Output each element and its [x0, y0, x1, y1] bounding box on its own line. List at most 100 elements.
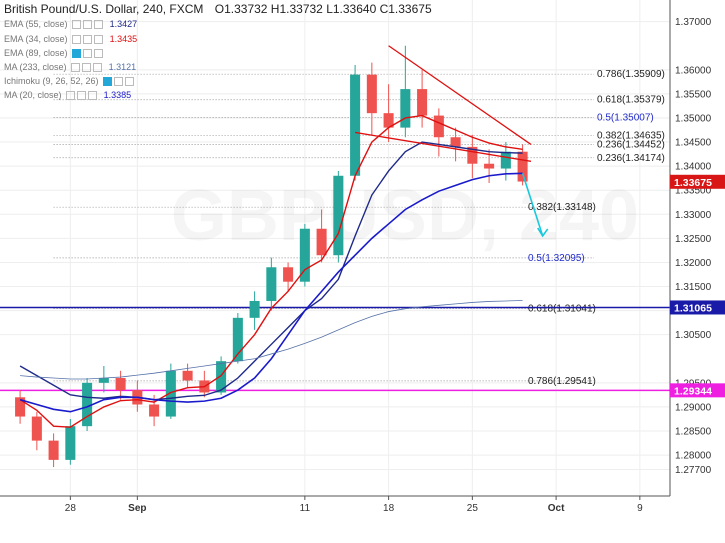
fib-label: 0.382(1.33148): [528, 202, 596, 213]
indicator-value: 1.3435: [109, 34, 138, 44]
candle: [216, 361, 227, 393]
candle: [383, 113, 394, 128]
price-tag-label: 1.31065: [674, 302, 712, 314]
close-icon[interactable]: [93, 63, 103, 73]
y-tick-label: 1.28500: [675, 426, 712, 437]
close-icon[interactable]: [88, 91, 98, 101]
y-tick-label: 1.35500: [675, 89, 712, 100]
candle: [484, 163, 495, 169]
settings-icon[interactable]: [82, 63, 92, 73]
price-tag: [670, 174, 725, 189]
y-tick-label: 1.32500: [675, 234, 712, 245]
y-tick-label: 1.33000: [675, 210, 712, 221]
indicator-name: EMA (34, close): [4, 34, 68, 44]
trendline: [388, 45, 532, 146]
moving-average-line: [20, 300, 523, 380]
fib-label: 0.786(1.29541): [528, 376, 596, 387]
candle: [48, 440, 59, 460]
candle: [500, 151, 511, 169]
indicator-row[interactable]: MA (20, close) 1.3385: [4, 90, 132, 101]
settings-icon[interactable]: [83, 20, 93, 30]
candle: [333, 175, 344, 256]
moving-average-line: [19, 141, 523, 401]
close-icon[interactable]: [125, 77, 135, 87]
fib-label: 0.236(1.34452): [597, 139, 665, 150]
eye-icon[interactable]: [72, 49, 82, 59]
candle: [283, 267, 294, 282]
settings-icon[interactable]: [83, 35, 93, 45]
x-tick-label: 9: [637, 503, 643, 514]
candle: [400, 89, 411, 128]
candle: [299, 228, 310, 282]
close-icon[interactable]: [94, 20, 104, 30]
y-tick-label: 1.35000: [675, 113, 712, 124]
candle: [366, 74, 377, 114]
y-tick-label: 1.32000: [675, 258, 712, 269]
indicator-row[interactable]: EMA (89, close): [4, 48, 104, 59]
symbol-title[interactable]: British Pound/U.S. Dollar, 240, FXCM: [4, 2, 204, 16]
close-icon[interactable]: [94, 35, 104, 45]
candle: [417, 89, 428, 116]
moving-average-line: [19, 114, 523, 428]
indicator-value: 1.3121: [108, 62, 137, 72]
candle: [249, 300, 260, 318]
indicator-value: 1.3385: [103, 90, 132, 100]
fib-label: 0.236(1.34174): [597, 153, 665, 164]
candle: [98, 378, 109, 383]
candle: [517, 151, 528, 182]
y-tick-label: 1.34500: [675, 138, 712, 149]
fib-label: 0.5(1.35007): [597, 113, 654, 124]
projection-arrow: [521, 173, 544, 237]
y-tick-label: 1.37000: [675, 17, 712, 28]
y-tick-label: 1.30500: [675, 330, 712, 341]
price-tag: [670, 300, 725, 315]
y-tick-label: 1.34000: [675, 162, 712, 173]
watermark: GBPUSD, 240: [171, 176, 639, 256]
candle: [350, 74, 361, 176]
settings-icon[interactable]: [114, 77, 124, 87]
indicator-name: MA (20, close): [4, 90, 62, 100]
eye-icon[interactable]: [71, 63, 81, 73]
fib-label: 0.5(1.32095): [528, 253, 585, 264]
fib-label: 0.618(1.31041): [528, 304, 596, 315]
candle: [115, 378, 126, 391]
price-tag-label: 1.29344: [674, 385, 712, 397]
candle: [316, 228, 327, 256]
x-tick-label: 25: [467, 503, 479, 514]
eye-icon[interactable]: [66, 91, 76, 101]
indicator-row[interactable]: EMA (55, close) 1.3427: [4, 19, 137, 30]
candle: [149, 404, 160, 417]
eye-icon[interactable]: [72, 35, 82, 45]
arrowhead-icon: [537, 227, 549, 238]
indicator-name: EMA (89, close): [4, 48, 68, 58]
settings-icon[interactable]: [83, 49, 93, 59]
y-tick-label: 1.27700: [675, 465, 712, 476]
indicator-name: Ichimoku (9, 26, 52, 26): [4, 76, 99, 86]
eye-icon[interactable]: [103, 77, 113, 87]
y-tick-label: 1.28000: [675, 451, 712, 462]
settings-icon[interactable]: [77, 91, 87, 101]
indicator-name: EMA (55, close): [4, 19, 68, 29]
price-axis: [670, 0, 725, 543]
trendline: [354, 131, 532, 162]
x-tick-label: Sep: [128, 503, 146, 514]
indicator-row[interactable]: MA (233, close) 1.3121: [4, 62, 137, 73]
candle: [31, 416, 42, 441]
eye-icon[interactable]: [72, 20, 82, 30]
candle: [450, 137, 461, 147]
candle: [467, 146, 478, 164]
time-axis: [0, 496, 725, 543]
indicator-row[interactable]: EMA (34, close) 1.3435: [4, 34, 138, 45]
x-tick-label: Oct: [548, 503, 565, 514]
candle: [165, 370, 176, 417]
y-tick-label: 1.33500: [675, 186, 712, 197]
indicator-row[interactable]: Ichimoku (9, 26, 52, 26): [4, 76, 135, 87]
price-tag: [670, 383, 725, 398]
x-tick-label: 28: [65, 503, 77, 514]
candle: [65, 426, 76, 460]
fib-label: 0.382(1.34635): [597, 131, 665, 142]
close-icon[interactable]: [94, 49, 104, 59]
ohlc-readout: O1.33732 H1.33732 L1.33640 C1.33675: [214, 2, 432, 16]
